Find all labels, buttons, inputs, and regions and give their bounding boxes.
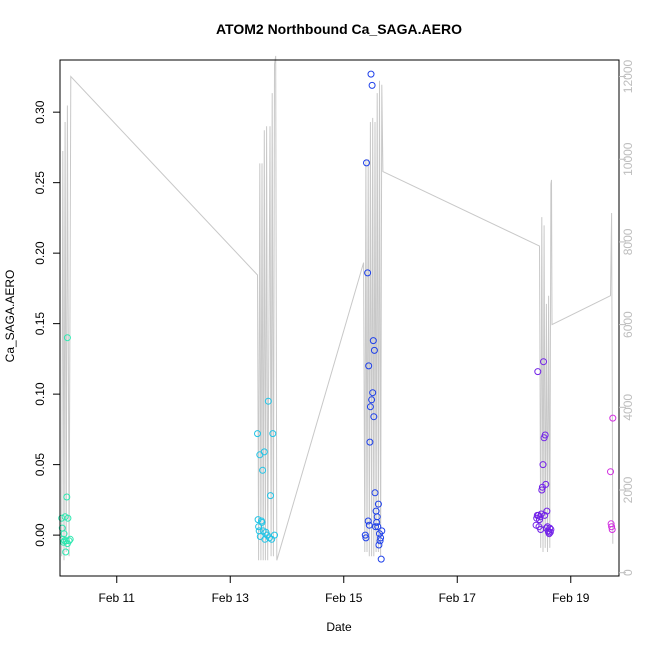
y-axis: 0.00 0.05 0.10 0.15 0.20 0.25 0.30 [33, 100, 60, 547]
y-tick-label: 0.00 [33, 523, 47, 547]
x-tick-label: Feb 15 [325, 591, 363, 605]
data-point [370, 413, 378, 421]
data-point [538, 486, 546, 494]
data-point [377, 555, 385, 563]
y-tick-label: 0.10 [33, 382, 47, 406]
data-point [374, 500, 382, 508]
data-point [271, 531, 278, 539]
data-point [63, 334, 71, 342]
data-point [364, 269, 372, 277]
data-point [365, 362, 373, 370]
data-point [369, 389, 377, 397]
data-point [376, 537, 384, 545]
data-point [541, 511, 549, 519]
data-point [370, 346, 378, 354]
data-point [60, 530, 68, 538]
data-point [64, 514, 72, 522]
y2-tick-label: 12000 [621, 59, 635, 93]
data-point [259, 466, 267, 474]
data-point [65, 537, 73, 545]
data-point [609, 414, 617, 422]
data-point [269, 430, 277, 438]
data-point [366, 403, 374, 411]
data-point [372, 523, 379, 531]
data-point [377, 534, 385, 542]
secondary-y-axis: 0 2000 4000 6000 8000 10000 12000 [619, 59, 635, 576]
data-point [264, 397, 272, 405]
chart-title: ATOM2 Northbound Ca_SAGA.AERO [216, 21, 462, 37]
y-tick-label: 0.25 [33, 171, 47, 195]
data-point [374, 523, 382, 531]
data-point [267, 492, 274, 500]
data-point [261, 535, 269, 543]
y2-tick-label: 8000 [621, 228, 635, 255]
data-point [368, 396, 376, 404]
data-point [62, 548, 70, 556]
data-point [378, 527, 386, 535]
x-tick-label: Feb 11 [99, 591, 136, 605]
y2-tick-label: 10000 [621, 142, 635, 176]
x-axis: Feb 11 Feb 13 Feb 15 Feb 17 Feb 19 [99, 576, 590, 605]
data-point [367, 70, 375, 78]
y-tick-label: 0.30 [33, 100, 47, 124]
data-point [63, 493, 71, 501]
data-point [546, 528, 554, 536]
altitude-line [61, 55, 614, 561]
data-point [369, 337, 377, 345]
data-point [540, 358, 547, 366]
data-point [607, 468, 614, 476]
y2-tick-label: 6000 [621, 311, 635, 338]
x-tick-label: Feb 19 [552, 591, 590, 605]
y-tick-label: 0.05 [33, 453, 47, 477]
data-point [547, 526, 555, 533]
data-point [534, 368, 542, 376]
data-point [532, 521, 540, 529]
data-point [375, 541, 383, 549]
data-point [373, 513, 381, 521]
data-point [254, 430, 261, 438]
data-point [260, 448, 268, 456]
data-point [366, 438, 374, 446]
data-point [371, 489, 379, 497]
data-point [543, 507, 551, 515]
x-axis-label: Date [326, 620, 352, 634]
data-point [365, 521, 373, 529]
y2-tick-label: 4000 [621, 394, 635, 421]
data-point [608, 523, 616, 531]
data-point [255, 523, 263, 531]
y-tick-label: 0.15 [33, 312, 47, 336]
data-point [608, 526, 616, 533]
y-axis-label: Ca_SAGA.AERO [3, 270, 17, 363]
data-point [542, 480, 550, 488]
data-point [539, 461, 547, 469]
data-point [533, 511, 541, 519]
data-point [533, 514, 541, 522]
y2-tick-label: 2000 [621, 476, 635, 503]
plot-frame [59, 59, 620, 577]
data-point [537, 510, 545, 518]
x-tick-label: Feb 13 [212, 591, 250, 605]
y2-tick-label: 0 [621, 569, 635, 576]
y-tick-label: 0.20 [33, 241, 47, 265]
data-point [362, 534, 370, 542]
data-point [364, 517, 372, 525]
data-point [361, 531, 369, 539]
altitude-trace [61, 55, 614, 561]
data-point [541, 431, 549, 439]
data-points [58, 70, 617, 563]
data-point [66, 535, 74, 543]
data-point [546, 524, 554, 532]
data-point [363, 159, 370, 167]
x-tick-label: Feb 17 [439, 591, 477, 605]
data-point [258, 518, 266, 526]
data-point [368, 81, 376, 89]
